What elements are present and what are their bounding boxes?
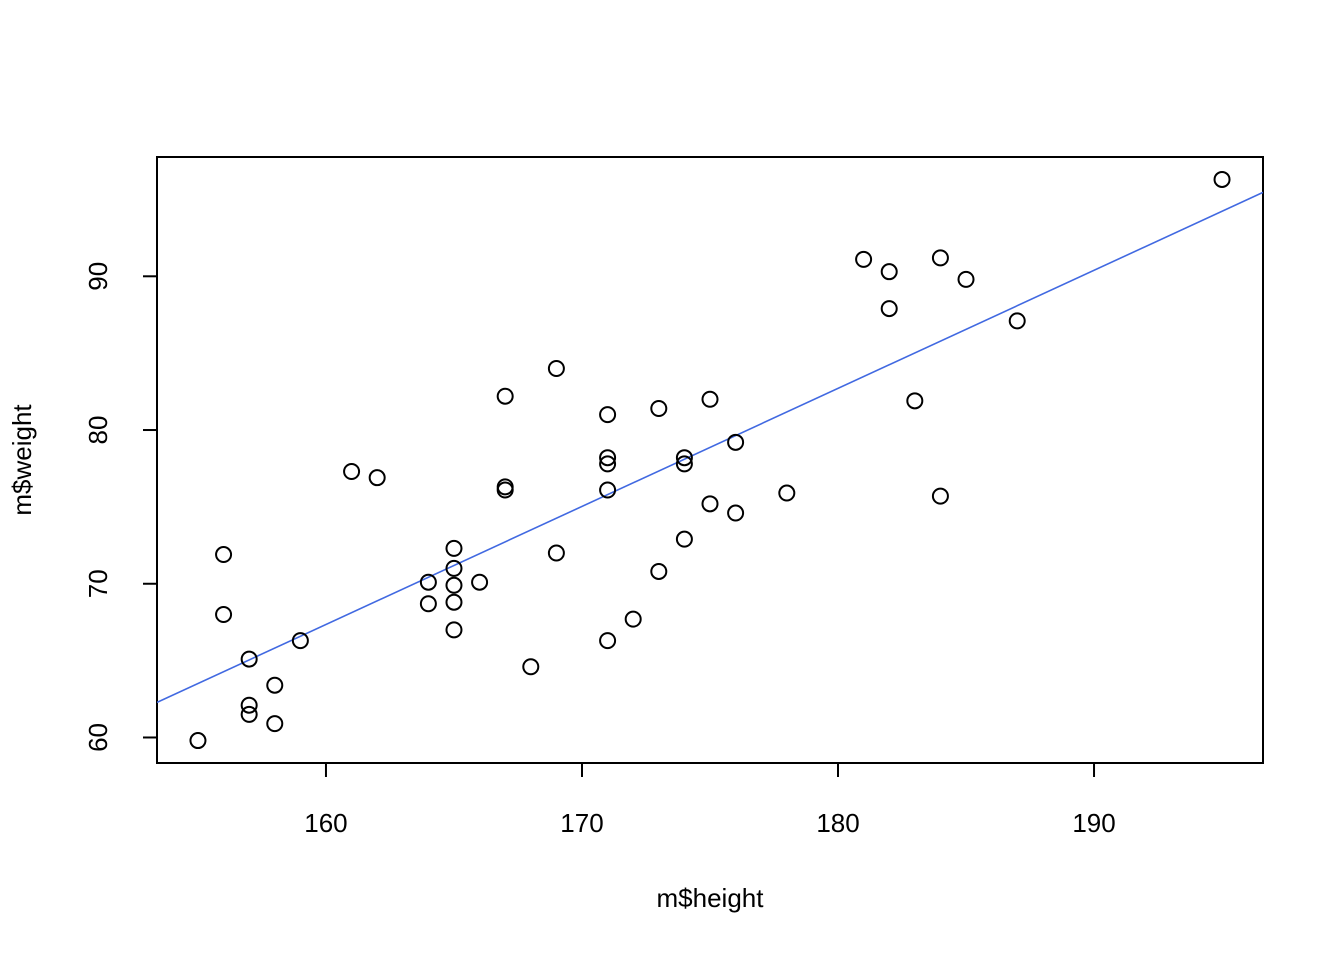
point <box>957 270 975 288</box>
point <box>445 539 463 557</box>
point <box>1213 170 1231 188</box>
x-axis-title: m$height <box>657 883 765 913</box>
point <box>727 504 745 522</box>
point <box>650 562 668 580</box>
point <box>880 263 898 281</box>
point <box>445 559 463 577</box>
point <box>471 573 489 591</box>
x-tick-label: 160 <box>304 808 347 838</box>
point <box>675 530 693 548</box>
point <box>240 705 258 723</box>
point <box>266 676 284 694</box>
point <box>343 463 361 481</box>
y-tick-label: 60 <box>83 723 113 752</box>
point <box>215 605 233 623</box>
point <box>701 390 719 408</box>
point <box>599 406 617 424</box>
point <box>880 300 898 318</box>
y-axis-title: m$weight <box>7 404 37 516</box>
point <box>445 593 463 611</box>
point <box>855 250 873 268</box>
point <box>445 576 463 594</box>
point <box>675 449 693 467</box>
point <box>266 715 284 733</box>
point <box>189 732 207 750</box>
point <box>215 546 233 564</box>
point <box>675 455 693 473</box>
point <box>599 449 617 467</box>
point <box>599 632 617 650</box>
point <box>547 544 565 562</box>
y-tick-label: 90 <box>83 262 113 291</box>
point <box>906 392 924 410</box>
point <box>624 610 642 628</box>
point <box>727 433 745 451</box>
point <box>599 455 617 473</box>
point <box>496 387 514 405</box>
point <box>522 658 540 676</box>
point <box>778 484 796 502</box>
point <box>599 481 617 499</box>
y-tick-label: 70 <box>83 569 113 598</box>
point <box>368 469 386 487</box>
point <box>547 360 565 378</box>
x-tick-label: 180 <box>816 808 859 838</box>
point <box>1008 312 1026 330</box>
point <box>291 632 309 650</box>
point <box>496 481 514 499</box>
point <box>240 696 258 714</box>
point <box>419 595 437 613</box>
y-tick-label: 80 <box>83 416 113 445</box>
point <box>445 621 463 639</box>
point <box>931 487 949 505</box>
point <box>419 573 437 591</box>
regression-line <box>157 191 1263 704</box>
point <box>240 650 258 668</box>
point <box>650 400 668 418</box>
x-tick-label: 170 <box>560 808 603 838</box>
point <box>701 495 719 513</box>
plot-frame <box>156 156 1264 764</box>
point <box>931 249 949 267</box>
x-tick-label: 190 <box>1072 808 1115 838</box>
